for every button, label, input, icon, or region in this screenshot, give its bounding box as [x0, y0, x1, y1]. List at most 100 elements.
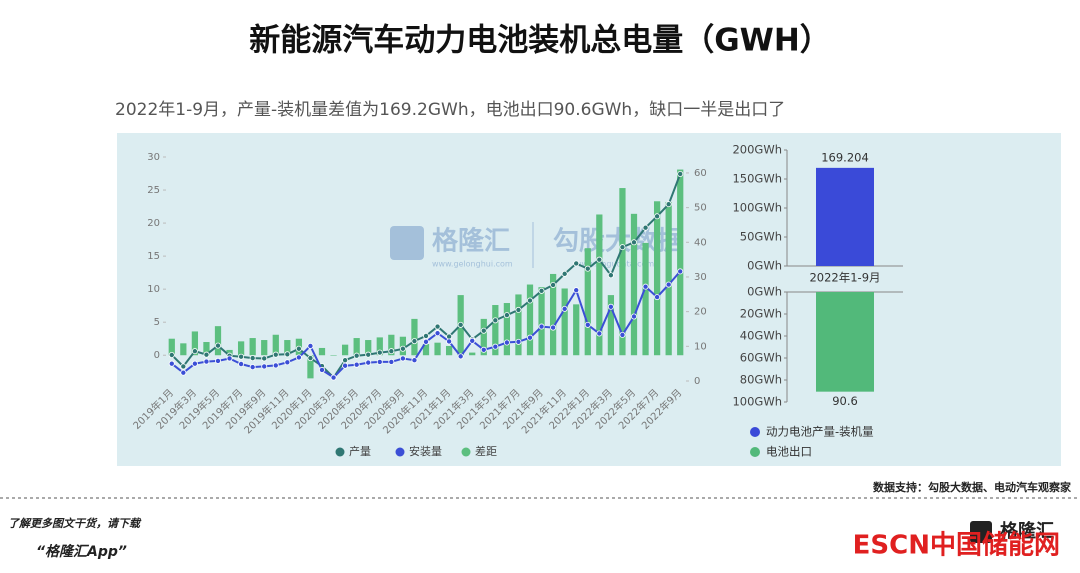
value-label: 90.6: [832, 394, 858, 408]
line-point: [538, 323, 545, 330]
watermark-icon: [390, 226, 424, 260]
line-point: [665, 281, 672, 288]
bar: [411, 318, 418, 356]
line-point: [607, 303, 614, 310]
line-point: [503, 339, 510, 346]
line-point: [503, 312, 510, 319]
value-label: 169.204: [821, 150, 869, 164]
line-point: [411, 357, 418, 364]
y-tick-label: 100GWh: [732, 395, 782, 409]
line-point: [307, 355, 314, 362]
line-point: [573, 287, 580, 294]
y2-tick-label: 50: [694, 203, 707, 214]
line-point: [422, 338, 429, 345]
line-point: [550, 324, 557, 331]
bar: [434, 342, 441, 356]
line-point: [249, 355, 256, 362]
bar: [526, 284, 534, 356]
y2-tick-label: 20: [694, 307, 707, 318]
bar: [619, 188, 626, 356]
y2-tick-label: 60: [694, 168, 707, 179]
bar: [503, 303, 511, 356]
logo: ESCN中国储能网: [853, 530, 1060, 561]
line-point: [654, 213, 661, 220]
line-point: [515, 306, 522, 313]
bar: [422, 343, 430, 356]
line-point: [376, 358, 383, 365]
bar: [596, 214, 603, 356]
line-point: [365, 351, 372, 358]
bar: [665, 201, 672, 356]
watermark-url: www.gelonghui.com: [432, 260, 513, 269]
line-point: [295, 345, 302, 352]
y-tick-label: 100GWh: [732, 201, 782, 215]
y-tick-label: 50GWh: [740, 230, 782, 244]
subtitle: 2022年1-9月，产量-装机量差值为169.2GWh，电池出口90.6GWh，…: [115, 100, 785, 120]
line-point: [631, 239, 638, 246]
bar: [549, 273, 557, 356]
source: 数据支持：勾股大数据、电动汽车观察家: [873, 480, 1072, 494]
line-point: [584, 321, 591, 328]
line-point: [342, 357, 349, 364]
bar: [573, 304, 580, 356]
line-point: [446, 338, 453, 345]
bar: [561, 288, 568, 356]
y-tick-label: 5: [154, 317, 160, 328]
bar: [538, 287, 545, 356]
bar: [816, 167, 874, 266]
line-point: [492, 317, 499, 324]
bar: [203, 342, 210, 356]
promo-app: “格隆汇App”: [36, 543, 127, 560]
line-point: [284, 351, 291, 358]
line-point: [561, 270, 568, 277]
line-point: [226, 355, 233, 362]
line-point: [596, 330, 603, 337]
y2-tick-label: 40: [694, 237, 707, 248]
brand-icon: [970, 521, 992, 543]
y2-tick-label: 10: [694, 341, 707, 352]
line-point: [677, 170, 684, 177]
legend-label: 电池出口: [766, 445, 812, 459]
line-point: [561, 305, 568, 312]
line-point: [203, 358, 210, 365]
line-point: [527, 297, 534, 304]
line-point: [642, 224, 649, 231]
line-point: [457, 321, 464, 328]
legend-label: 安装量: [409, 444, 442, 458]
line-point: [203, 351, 210, 358]
y2-tick-label: 0: [694, 376, 700, 387]
line-point: [654, 294, 661, 301]
bar: [480, 318, 487, 356]
legend-marker: [750, 447, 760, 457]
title: 新能源汽车动力电池装机总电量（GWH）: [249, 23, 831, 59]
y-tick-label: 20GWh: [740, 307, 782, 321]
y-tick-label: 20: [147, 218, 160, 229]
line-point: [550, 281, 557, 288]
legend-marker: [750, 427, 760, 437]
y-tick-label: 25: [147, 185, 160, 196]
y2-tick-label: 30: [694, 272, 707, 283]
line-point: [214, 342, 221, 349]
line-point: [434, 330, 441, 337]
line-point: [342, 362, 349, 369]
watermark-brand: 格隆汇: [432, 226, 510, 257]
bar: [630, 213, 638, 356]
bar: [607, 295, 615, 356]
line-point: [596, 256, 603, 263]
bar: [642, 242, 649, 356]
bar: [376, 337, 383, 356]
line-point: [573, 260, 580, 267]
y-tick-label: 15: [147, 251, 160, 262]
line-point: [492, 343, 499, 350]
line-point: [318, 366, 325, 373]
bar: [249, 338, 256, 356]
bar: [653, 201, 661, 356]
line-point: [307, 342, 314, 349]
line-point: [399, 345, 406, 352]
watermark-partner: 勾股大数据: [553, 227, 683, 257]
line-point: [480, 346, 487, 353]
legend-marker: [335, 447, 345, 457]
legend-label: 差距: [475, 444, 497, 458]
